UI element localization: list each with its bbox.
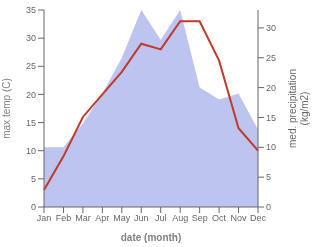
svg-text:Apr: Apr [95,213,109,223]
svg-text:20: 20 [266,83,276,93]
svg-text:Jul: Jul [155,213,167,223]
svg-text:20: 20 [26,90,36,100]
svg-text:0: 0 [266,202,271,212]
svg-text:Feb: Feb [56,213,72,223]
svg-text:10: 10 [26,146,36,156]
svg-text:Mar: Mar [75,213,91,223]
svg-text:Dec: Dec [250,213,267,223]
svg-text:15: 15 [26,118,36,128]
svg-text:Aug: Aug [172,213,188,223]
svg-text:30: 30 [266,23,276,33]
svg-text:10: 10 [266,142,276,152]
svg-text:max temp (C): max temp (C) [8,78,12,139]
svg-text:25: 25 [26,61,36,71]
svg-text:Sep: Sep [192,213,208,223]
svg-text:30: 30 [26,33,36,43]
svg-text:Nov: Nov [231,213,248,223]
svg-text:25: 25 [266,53,276,63]
svg-text:med. precipitation(kg/m2): med. precipitation(kg/m2) [287,69,310,148]
svg-text:Jun: Jun [134,213,149,223]
svg-text:Jan: Jan [37,213,52,223]
svg-text:May: May [113,213,131,223]
svg-text:Oct: Oct [212,213,227,223]
svg-text:5: 5 [31,174,36,184]
svg-text:15: 15 [266,113,276,123]
svg-text:0: 0 [31,202,36,212]
svg-text:35: 35 [26,5,36,15]
svg-text:5: 5 [266,172,271,182]
svg-text:date (month): date (month) [121,232,182,243]
